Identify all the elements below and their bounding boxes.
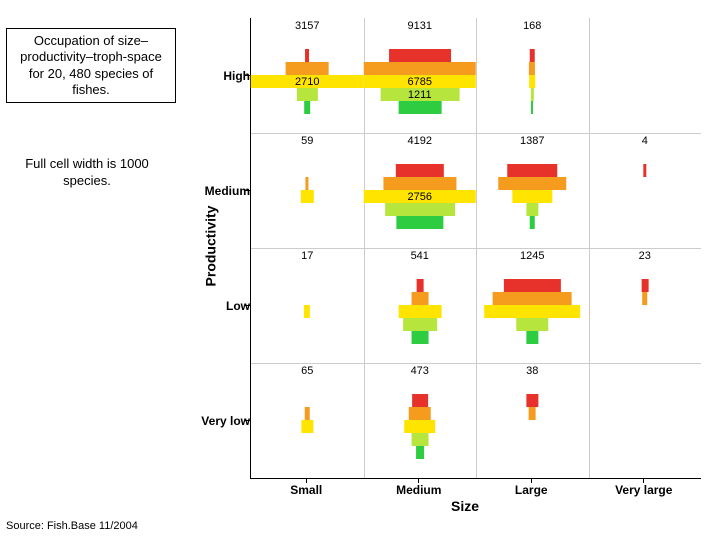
x-tick-label: Medium <box>379 483 459 497</box>
y-axis-label: Productivity <box>202 206 218 287</box>
troph-bar <box>493 292 572 305</box>
troph-bar <box>531 101 533 114</box>
troph-bar <box>517 318 549 331</box>
tick-mark <box>245 190 250 191</box>
troph-bar <box>385 203 455 216</box>
tick-mark <box>245 420 250 421</box>
cell-count: 59 <box>277 135 337 147</box>
cell-count: 4192 <box>390 135 450 147</box>
troph-bar <box>305 49 309 62</box>
tick-mark <box>418 478 419 483</box>
troph-bar <box>302 420 313 433</box>
cell-count: 9131 <box>390 20 450 32</box>
bar-value-label: 2710 <box>277 76 337 88</box>
gridline-v <box>589 18 590 478</box>
troph-bar <box>383 177 456 190</box>
troph-bar <box>396 164 444 177</box>
troph-bar <box>508 164 558 177</box>
gridline-v <box>476 18 477 478</box>
troph-bar <box>643 164 646 177</box>
y-tick-label: Medium <box>190 184 250 198</box>
troph-bar <box>305 407 310 420</box>
bar-value-label: 1211 <box>390 89 450 101</box>
tick-mark <box>306 478 307 483</box>
x-axis-label: Size <box>425 498 505 514</box>
y-tick-label: Low <box>190 299 250 313</box>
troph-bar <box>304 305 310 318</box>
troph-bar <box>527 394 538 407</box>
cell-count: 3157 <box>277 20 337 32</box>
plot-area: 3157 2710 9131 67851211 168 59 4192 2756 1387 4 17… <box>250 18 701 479</box>
troph-bar <box>364 62 477 75</box>
troph-bar <box>529 75 535 88</box>
tick-mark <box>245 75 250 76</box>
cell-count: 38 <box>502 365 562 377</box>
troph-bar <box>527 203 538 216</box>
y-tick-label: High <box>190 69 250 83</box>
troph-bar <box>398 101 441 114</box>
troph-bar <box>409 407 432 420</box>
tick-mark <box>643 478 644 483</box>
cell-count: 1245 <box>502 250 562 262</box>
troph-bar <box>403 318 437 331</box>
cell-count: 17 <box>277 250 337 262</box>
troph-bar <box>484 305 580 318</box>
troph-bar <box>531 88 533 101</box>
troph-bar <box>396 216 443 229</box>
cell-count: 1387 <box>502 135 562 147</box>
troph-bar <box>301 190 313 203</box>
page: Occupation of size–productivity–troph-sp… <box>0 0 720 540</box>
chart-area: Productivity Size 3157 2710 9131 67851211 16… <box>195 8 710 513</box>
troph-bar <box>389 49 451 62</box>
troph-bar <box>513 190 552 203</box>
troph-bar <box>304 101 310 114</box>
cell-count: 168 <box>502 20 562 32</box>
troph-bar <box>527 331 538 344</box>
cell-count: 23 <box>615 250 675 262</box>
y-tick-label: Very low <box>190 414 250 428</box>
troph-bar <box>504 279 560 292</box>
troph-bar <box>530 49 535 62</box>
troph-bar <box>529 62 535 75</box>
troph-bar <box>642 292 648 305</box>
troph-bar <box>411 331 428 344</box>
tick-mark <box>245 305 250 306</box>
troph-bar <box>404 420 436 433</box>
troph-bar <box>297 88 317 101</box>
troph-bar <box>529 407 536 420</box>
x-tick-label: Large <box>491 483 571 497</box>
cell-count: 4 <box>615 135 675 147</box>
description-box: Occupation of size–productivity–troph-sp… <box>6 28 176 103</box>
description-text-2: Full cell width is 1000 species. <box>12 156 162 190</box>
troph-bar <box>530 216 535 229</box>
cell-count: 473 <box>390 365 450 377</box>
troph-bar <box>499 177 567 190</box>
troph-bar <box>411 433 428 446</box>
troph-bar <box>416 279 423 292</box>
troph-bar <box>416 446 424 459</box>
source-text: Source: Fish.Base 11/2004 <box>6 520 138 532</box>
troph-bar <box>641 279 648 292</box>
x-tick-label: Very large <box>604 483 684 497</box>
troph-bar <box>306 177 309 190</box>
troph-bar <box>286 62 329 75</box>
cell-count: 65 <box>277 365 337 377</box>
troph-bar <box>398 305 441 318</box>
cell-count: 541 <box>390 250 450 262</box>
x-tick-label: Small <box>266 483 346 497</box>
troph-bar <box>411 292 428 305</box>
bar-value-label: 2756 <box>390 191 450 203</box>
tick-mark <box>531 478 532 483</box>
bar-value-label: 6785 <box>390 76 450 88</box>
description-text-1: Occupation of size–productivity–troph-sp… <box>20 33 162 97</box>
troph-bar <box>412 394 428 407</box>
